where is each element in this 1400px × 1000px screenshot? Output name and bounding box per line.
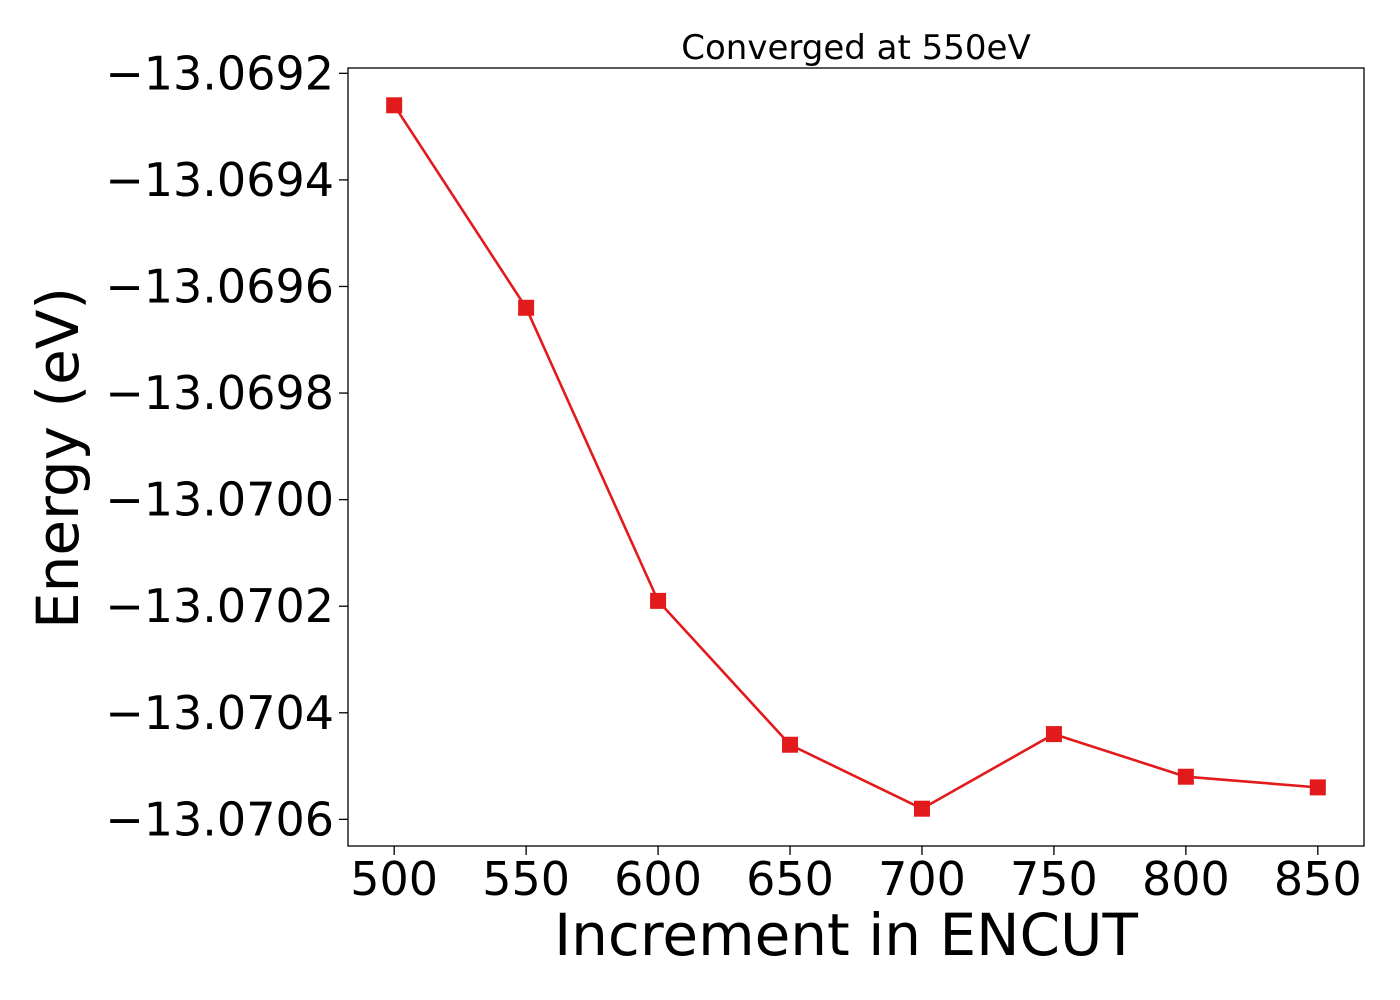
chart-title: Converged at 550eV	[681, 28, 1030, 68]
x-tick-label: 850	[1274, 852, 1362, 906]
x-tick-label: 800	[1142, 852, 1230, 906]
y-tick-label: −13.0694	[105, 153, 334, 207]
data-point-marker	[1045, 726, 1062, 743]
x-tick-label: 600	[614, 852, 702, 906]
y-tick-label: −13.0706	[105, 792, 334, 846]
y-tick-label: −13.0692	[105, 46, 334, 100]
x-tick-label: 650	[746, 852, 834, 906]
data-point-marker	[650, 592, 667, 609]
y-axis-ticks: −13.0692 −13.0694 −13.0696 −13.0698 −13.0700…	[105, 46, 348, 846]
plot-frame	[347, 67, 1365, 847]
y-tick-label: −13.0702	[105, 579, 334, 633]
series-layer	[386, 97, 1326, 817]
y-tick-label: −13.0700	[105, 473, 334, 527]
data-point-marker	[913, 800, 930, 817]
x-tick-label: 750	[1010, 852, 1098, 906]
y-tick-label: −13.0704	[105, 686, 334, 740]
y-tick-label: −13.0696	[105, 259, 334, 313]
x-tick-label: 700	[878, 852, 966, 906]
data-point-marker	[386, 97, 403, 114]
x-tick-label: 550	[482, 852, 570, 906]
x-axis-label: Increment in ENCUT	[554, 901, 1138, 969]
data-point-marker	[782, 736, 799, 753]
series-line	[393, 104, 1318, 811]
y-axis-label: Energy (eV)	[24, 287, 92, 629]
data-point-marker	[1177, 768, 1194, 785]
data-point-marker	[518, 299, 535, 316]
data-point-marker	[1309, 779, 1326, 796]
y-tick-label: −13.0698	[105, 366, 334, 420]
x-tick-label: 500	[350, 852, 438, 906]
x-axis-ticks: 500 550 600 650 700 750 800 850	[350, 846, 1362, 906]
